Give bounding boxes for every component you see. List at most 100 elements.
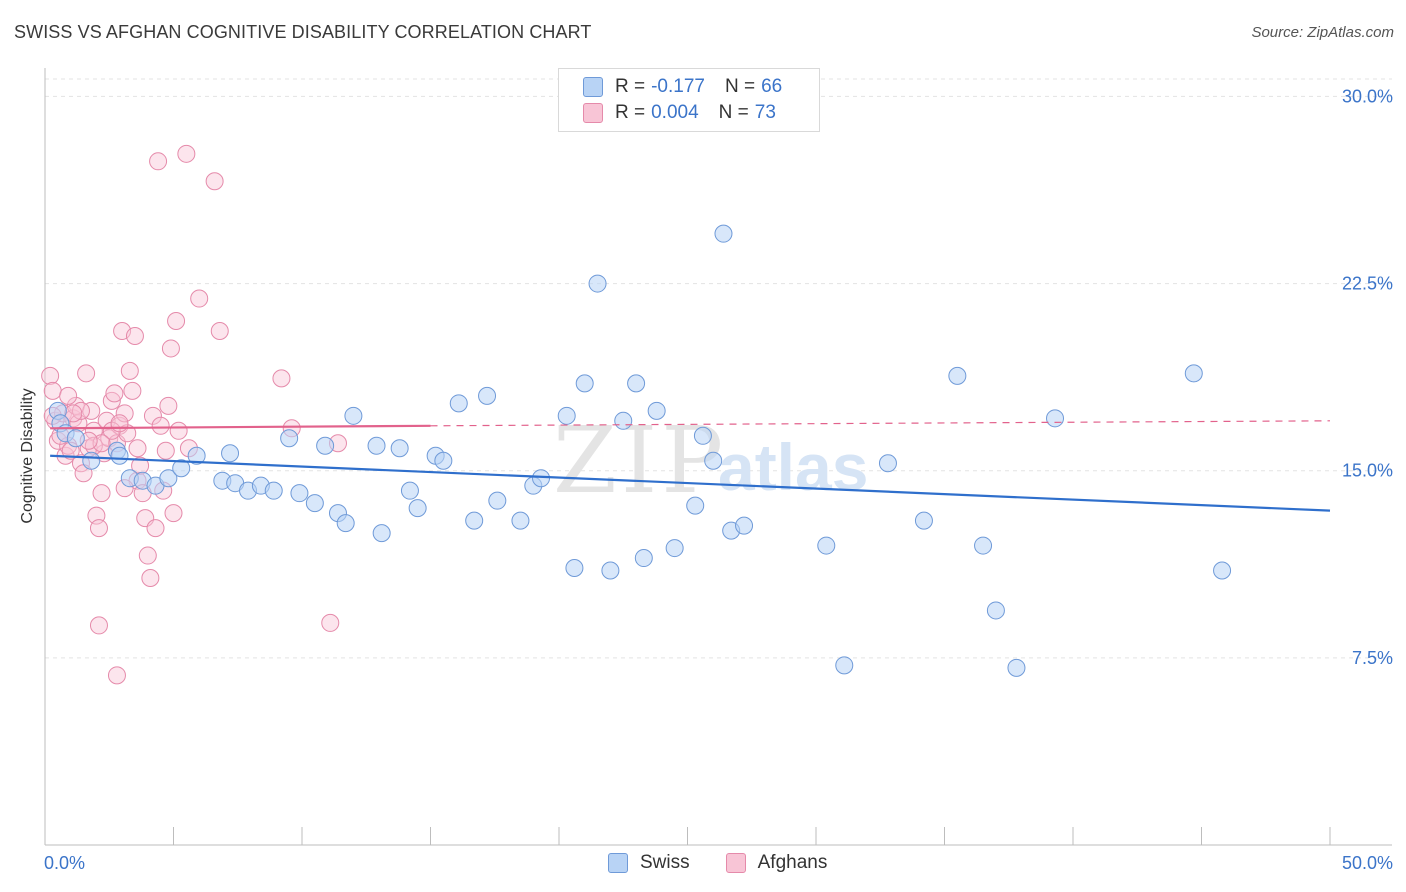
swiss-point — [614, 411, 633, 430]
tick-labels: 7.5% 15.0% 22.5% 30.0% 0.0% 50.0% — [44, 86, 1393, 873]
swiss-point — [187, 446, 206, 465]
legend-afghans-n: 73 — [754, 102, 776, 123]
swiss-point — [488, 491, 507, 510]
afghans-point — [110, 414, 129, 433]
afghans-point — [210, 321, 229, 340]
afghans-point — [161, 339, 180, 358]
swiss-point — [914, 511, 933, 530]
afghans-point — [164, 504, 183, 523]
swiss-point — [948, 366, 967, 385]
swiss-point — [588, 274, 607, 293]
swiss-point — [280, 429, 299, 448]
legend-n-label: N = — [718, 102, 749, 123]
afghans-point — [156, 441, 175, 460]
afghans-point — [321, 613, 340, 632]
swiss-point — [878, 454, 897, 473]
swiss-point — [1046, 409, 1065, 428]
legend-row-afghans: R = 0.004 N = 73 — [583, 101, 796, 125]
afghans-point — [89, 616, 108, 635]
afghans-point — [159, 396, 178, 415]
swiss-point — [835, 656, 854, 675]
swiss-point — [305, 494, 324, 513]
swiss-point — [511, 511, 530, 530]
afghans-point — [115, 404, 134, 423]
swiss-point — [316, 436, 335, 455]
afghans-point — [177, 144, 196, 163]
swiss-point — [565, 559, 584, 578]
afghans-point — [143, 406, 162, 425]
legend-row-swiss: R = -0.177 N = 66 — [583, 75, 802, 99]
bottom-legend-afghans: Afghans — [757, 852, 828, 873]
chart-title: SWISS VS AFGHAN COGNITIVE DISABILITY COR… — [14, 22, 592, 42]
swiss-point — [159, 469, 178, 488]
swiss-point — [686, 496, 705, 515]
afghans-point — [92, 484, 111, 503]
afghans-point — [107, 666, 126, 685]
afghans-point — [105, 384, 124, 403]
afghans-trend-line — [50, 424, 431, 430]
legend-swiss-r: -0.177 — [651, 76, 705, 97]
afghans-point — [41, 366, 60, 385]
swiss-point — [465, 511, 484, 530]
legend-afghans-r: 0.004 — [651, 102, 699, 123]
swiss-point — [264, 481, 283, 500]
y-tick-label: 7.5% — [1352, 648, 1393, 668]
swiss-point — [647, 401, 666, 420]
watermark-atlas: atlas — [718, 430, 868, 504]
legend-r-label: R = — [615, 76, 646, 97]
swiss-point — [1184, 364, 1203, 383]
afghans-series — [41, 144, 347, 685]
swiss-point — [221, 444, 240, 463]
afghans-trend-line-dashed — [430, 420, 1331, 427]
afghans-point — [43, 381, 62, 400]
swiss-trend-line — [50, 454, 1331, 512]
swiss-point — [634, 549, 653, 568]
swiss-point — [408, 499, 427, 518]
swiss-point — [532, 469, 551, 488]
swiss-point — [986, 601, 1005, 620]
swiss-point — [557, 406, 576, 425]
legend-swiss-n: 66 — [761, 76, 783, 97]
y-tick-label: 15.0% — [1342, 461, 1393, 481]
source-label: Source: ZipAtlas.com — [1251, 24, 1394, 41]
swiss-point — [714, 224, 733, 243]
swiss-swatch — [583, 77, 603, 97]
y-tick-label: 22.5% — [1342, 274, 1393, 294]
watermark: ZIP atlas — [553, 407, 868, 514]
swiss-point — [974, 536, 993, 555]
afghans-point — [169, 421, 188, 440]
afghans-point — [59, 386, 78, 405]
swiss-point — [817, 536, 836, 555]
swiss-point — [434, 451, 453, 470]
y-tick-label: 30.0% — [1342, 86, 1393, 106]
swiss-point — [1007, 658, 1026, 677]
swiss-point — [478, 386, 497, 405]
swiss-point — [449, 394, 468, 413]
legend-n-label: N = — [724, 76, 756, 97]
swiss-point — [665, 539, 684, 558]
swiss-point — [82, 451, 101, 470]
afghans-point — [167, 312, 186, 330]
swiss-point — [735, 516, 754, 535]
afghans-point — [89, 519, 108, 538]
bottom-legend-swiss: Swiss — [640, 852, 690, 873]
afghans-point — [102, 391, 121, 410]
swiss-point — [110, 446, 129, 465]
afghans-point — [118, 424, 137, 443]
afghans-point — [120, 361, 139, 380]
afghans-swatch — [725, 853, 746, 873]
swiss-point — [704, 451, 723, 470]
afghans-point — [128, 439, 147, 458]
swiss-point — [66, 429, 85, 448]
swiss-point — [601, 561, 620, 580]
afghans-point — [205, 172, 224, 191]
watermark-zip: ZIP — [553, 407, 727, 514]
afghans-swatch — [583, 103, 603, 123]
swiss-point — [367, 436, 386, 455]
swiss-point — [390, 439, 409, 458]
swiss-point — [400, 481, 419, 500]
swiss-point — [344, 406, 363, 425]
afghans-point — [138, 546, 157, 565]
x-tick-label: 50.0% — [1342, 853, 1393, 873]
